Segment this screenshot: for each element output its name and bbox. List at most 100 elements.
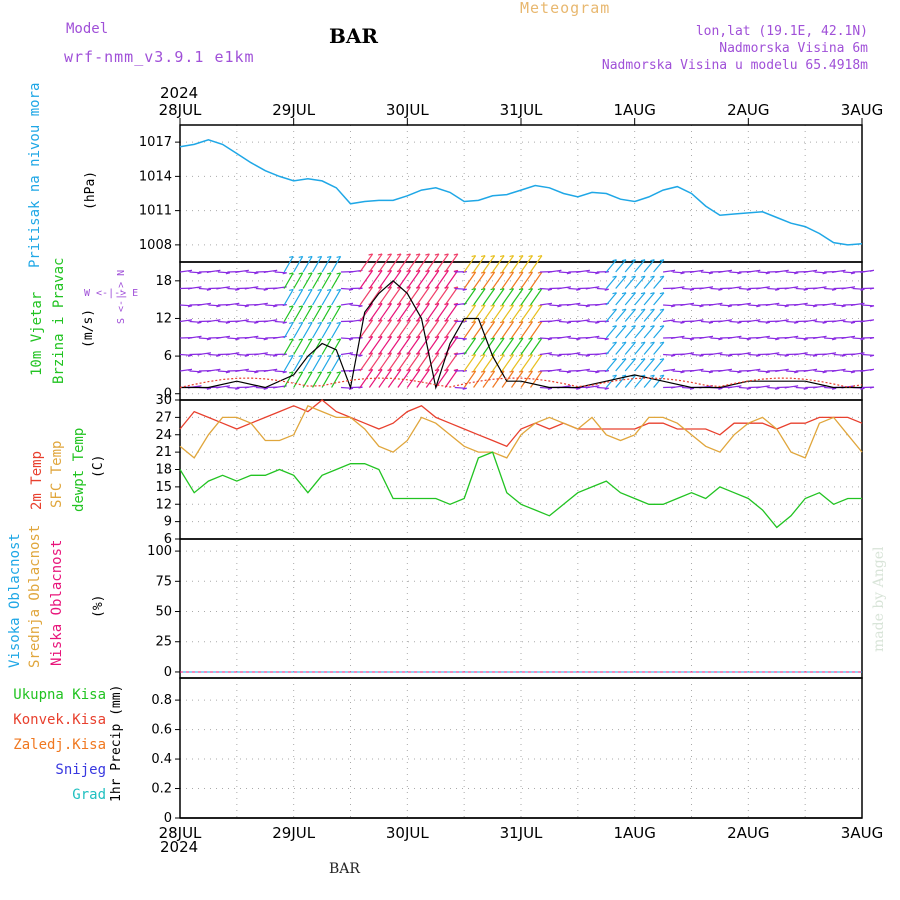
wind-arrow: [359, 303, 374, 322]
wind-arrow: [511, 321, 524, 339]
wind-arrow: [444, 319, 459, 339]
wind-arrow: [397, 286, 411, 306]
wind-arrow-head: [680, 286, 685, 289]
wind-arrow-head: [307, 354, 313, 357]
date-label-bottom: 3AUG: [841, 824, 883, 842]
wind-arrow-head: [765, 286, 770, 289]
wind-arrow-head: [566, 321, 572, 324]
wind-arrow-head: [547, 338, 553, 341]
wind-arrow: [615, 325, 627, 339]
wind-arrow: [663, 304, 676, 307]
wind-arrow: [530, 321, 543, 339]
wind-arrow-head: [317, 288, 322, 291]
wind-arrow: [814, 271, 827, 274]
wind-arrow-head: [595, 286, 600, 289]
wind-arrow-head: [576, 302, 581, 305]
wind-arrow-head: [490, 288, 495, 291]
wind-arrow: [312, 256, 323, 273]
wind-arrow-head: [831, 302, 837, 305]
wind-arrow-head: [225, 321, 231, 324]
wind-arrow-head: [528, 321, 533, 324]
wind-arrow: [302, 338, 313, 355]
panel-4: [175, 677, 863, 819]
wind-arrow: [359, 270, 374, 289]
wind-arrow-head: [680, 321, 685, 324]
wind-arrow-head: [557, 305, 562, 308]
wind-arrow: [634, 275, 646, 289]
wind-arrow-head: [659, 358, 665, 361]
wind-arrow: [416, 286, 430, 306]
wind-arrow-head: [831, 352, 837, 355]
wind-arrow: [331, 256, 342, 273]
wind-arrow-head: [640, 292, 646, 295]
wind-arrow: [255, 287, 268, 290]
wind-arrow-head: [775, 288, 780, 291]
wind-arrow: [605, 308, 617, 322]
wind-arrow-head: [206, 387, 212, 390]
wind-arrow-head: [621, 275, 627, 278]
wind-arrow-head: [358, 305, 363, 308]
wind-arrow: [511, 370, 524, 388]
wind-arrow: [293, 338, 304, 355]
wind-arrow-head: [216, 269, 221, 272]
wind-arrow-head: [595, 335, 600, 338]
wind-arrow-head: [621, 341, 627, 344]
ytick-cloud: 100: [147, 544, 172, 559]
wind-arrow-head: [612, 341, 617, 344]
wind-arrow-head: [640, 308, 646, 311]
wind-arrow: [293, 289, 304, 306]
wind-arrow: [406, 336, 421, 355]
wind-arrow: [473, 337, 486, 355]
precip-legend-conv: Konvek.Kisa: [13, 712, 106, 728]
wind-arrow-head: [775, 352, 780, 355]
cloud-title-2: Srednja Oblacnost: [27, 524, 43, 668]
wind-arrow-head: [453, 286, 458, 289]
wind-arrow-head: [604, 338, 609, 341]
wind-arrow-head: [453, 368, 458, 372]
wind-arrow-head: [689, 352, 695, 355]
wind-arrow-head: [765, 321, 770, 324]
wind-arrow: [624, 308, 636, 322]
wind-arrow: [397, 352, 411, 372]
wind-arrow-head: [576, 387, 581, 390]
wind-arrow-head: [860, 338, 865, 341]
wind-arrow-head: [576, 338, 581, 341]
wind-arrow: [425, 352, 440, 372]
wind-arrow-head: [746, 302, 751, 305]
wind-arrow-head: [869, 269, 875, 272]
wind-arrow-head: [434, 253, 440, 256]
wind-arrow: [283, 256, 294, 273]
wind-arrow-head: [298, 338, 303, 341]
wind-arrow: [634, 308, 646, 322]
wind-arrow-head: [326, 371, 332, 374]
wind-arrow-head: [621, 292, 627, 295]
wind-arrow-head: [680, 371, 685, 374]
wind-arrow: [331, 289, 342, 306]
wind-arrow: [312, 338, 323, 355]
wind-arrow: [359, 352, 374, 372]
wind-arrow: [511, 304, 524, 322]
wind-arrow: [217, 271, 230, 274]
ytick-wind: 6: [164, 349, 172, 364]
wind-arrow-head: [737, 321, 742, 324]
wind-arrow-head: [282, 371, 287, 374]
ytick-temp: 30: [155, 393, 172, 408]
wind-arrow-head: [528, 354, 533, 357]
wind-arrow-head: [746, 387, 751, 390]
wind-arrow-head: [727, 368, 732, 371]
wind-arrow-head: [235, 387, 240, 390]
wind-arrow: [189, 320, 202, 323]
wind-arrow-head: [718, 288, 723, 291]
wind-arrow: [321, 256, 332, 273]
wind-arrow-head: [225, 272, 231, 275]
wind-arrow: [463, 337, 477, 355]
wind-arrow: [653, 374, 665, 388]
wind-arrow-head: [272, 269, 278, 272]
wind-arrow: [435, 369, 449, 388]
wind-arrow-head: [348, 288, 354, 291]
wind-arrow-head: [650, 358, 655, 361]
wind-arrow-head: [727, 269, 732, 272]
wind-arrow: [416, 369, 430, 388]
wind-arrow: [511, 288, 524, 306]
wind-arrow: [312, 322, 323, 339]
